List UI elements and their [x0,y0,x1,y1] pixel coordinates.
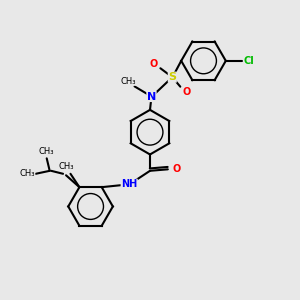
Text: O: O [182,87,190,97]
Text: CH₃: CH₃ [20,169,35,178]
Text: CH₃: CH₃ [58,162,74,171]
Text: Cl: Cl [244,56,254,66]
Text: S: S [168,72,176,82]
Text: CH₃: CH₃ [39,147,55,156]
Text: NH: NH [121,179,137,189]
Text: O: O [150,59,158,69]
Text: N: N [147,92,156,101]
Text: O: O [172,164,181,174]
Text: CH₃: CH₃ [121,76,136,85]
